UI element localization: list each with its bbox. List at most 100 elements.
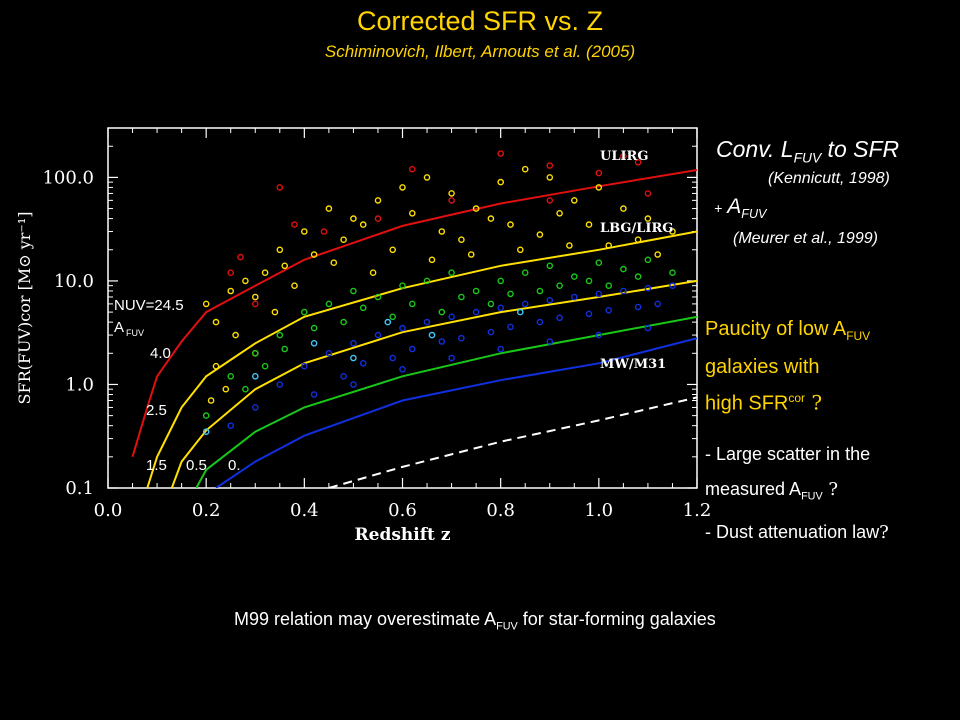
data-point-yellow xyxy=(399,184,406,191)
data-point-red xyxy=(408,165,416,173)
conv-note: Conv. LFUV to SFR xyxy=(716,136,900,166)
curve-label-1-5: 1.5 xyxy=(146,457,167,474)
data-point-blue xyxy=(276,381,284,388)
curve-label-0: 0. xyxy=(228,457,241,474)
data-point-blue xyxy=(300,362,308,370)
nuv-label: NUV=24.5 xyxy=(114,297,184,314)
data-point-blue xyxy=(644,284,652,292)
data-point-yellow xyxy=(566,242,573,249)
curve-label-4: 4.0 xyxy=(150,345,171,362)
data-point-yellow xyxy=(310,251,318,258)
meurer-ref: (Meurer et al., 1999) xyxy=(733,230,878,247)
x-axis-label: Redshift z xyxy=(355,525,451,545)
data-point-yellow xyxy=(242,277,249,285)
data-point-yellow xyxy=(536,231,544,238)
data-point-green xyxy=(389,313,397,321)
data-point-yellow xyxy=(620,205,627,212)
data-point-green xyxy=(251,349,259,357)
data-point-green xyxy=(605,282,613,290)
x-tick-label: 1.0 xyxy=(585,500,614,521)
data-point-yellow xyxy=(556,209,563,217)
data-point-red xyxy=(291,221,298,228)
data-point-yellow xyxy=(654,251,662,258)
paucity-note: Paucity of low AFUV galaxies with high S… xyxy=(705,318,871,415)
data-point-blue xyxy=(620,287,627,295)
data-point-yellow xyxy=(585,221,593,228)
data-point-blue xyxy=(448,354,455,362)
data-point-green xyxy=(497,277,505,285)
data-point-blue xyxy=(595,290,603,298)
data-point-yellow xyxy=(276,246,284,254)
footer-note: M99 relation may overestimate AFUV for s… xyxy=(234,609,716,633)
bullet-scatter: - Large scatter in the xyxy=(705,444,871,464)
data-point-blue xyxy=(605,306,613,314)
data-point-green xyxy=(261,362,269,370)
data-point-red xyxy=(227,269,234,277)
data-point-yellow xyxy=(644,215,652,222)
data-point-yellow xyxy=(389,246,397,254)
x-tick-label: 0.8 xyxy=(486,500,515,521)
data-point-green xyxy=(438,308,446,316)
data-point-green xyxy=(374,293,382,301)
data-point-yellow xyxy=(281,262,289,270)
data-point-yellow xyxy=(330,259,338,267)
data-point-red xyxy=(374,215,382,222)
data-point-blue xyxy=(556,314,563,322)
x-tick-label: 0.0 xyxy=(94,500,123,521)
data-point-yellow xyxy=(291,282,298,290)
data-point-green xyxy=(556,282,563,290)
bullet-dust: - Dust attenuation law? xyxy=(705,522,889,543)
data-point-yellow xyxy=(605,242,613,249)
data-point-yellow xyxy=(634,236,642,243)
data-point-green xyxy=(595,259,603,267)
data-point-blue xyxy=(634,303,642,311)
data-point-yellow xyxy=(222,385,230,393)
data-point-blue xyxy=(507,323,514,331)
data-point-blue xyxy=(497,345,505,353)
y-tick-label: 1.0 xyxy=(65,374,94,395)
data-point-green xyxy=(350,287,357,295)
afuv-sub-label: FUV xyxy=(126,328,144,338)
data-point-green xyxy=(507,290,514,298)
curve-4.0 xyxy=(131,169,697,458)
data-point-blue xyxy=(536,318,544,326)
y-tick-label: 0.1 xyxy=(65,478,94,499)
data-point-red xyxy=(497,150,505,157)
data-point-green xyxy=(227,372,234,380)
curve-NUV=24.5 xyxy=(328,396,697,488)
data-point-cyan xyxy=(310,339,318,347)
page-subtitle: Schiminovich, Ilbert, Arnouts et al. (20… xyxy=(324,42,636,61)
data-point-yellow xyxy=(202,300,210,308)
data-point-yellow xyxy=(227,287,234,295)
data-point-green xyxy=(423,277,431,285)
data-point-red xyxy=(237,253,244,261)
data-point-yellow xyxy=(448,190,455,197)
y-axis-label: SFR(FUV)cor [M⊙ yr⁻¹] xyxy=(15,212,34,405)
data-point-cyan xyxy=(251,372,259,380)
data-point-cyan xyxy=(428,331,436,339)
data-point-red xyxy=(276,184,284,191)
data-point-blue xyxy=(654,300,662,308)
data-point-green xyxy=(487,300,495,308)
bullet-measured: measured AFUV ? xyxy=(705,479,839,503)
data-point-blue xyxy=(472,308,480,316)
data-point-green xyxy=(399,282,406,290)
data-point-blue xyxy=(546,338,554,345)
data-point-yellow xyxy=(428,256,436,264)
data-point-blue xyxy=(227,422,234,430)
data-point-yellow xyxy=(212,362,220,370)
y-tick-label: 10.0 xyxy=(54,271,94,292)
data-point-green xyxy=(276,331,284,339)
data-point-yellow xyxy=(517,246,524,254)
data-point-blue xyxy=(571,293,578,301)
data-point-red xyxy=(546,162,554,169)
data-point-yellow xyxy=(521,165,529,173)
x-tick-label: 1.2 xyxy=(683,500,712,521)
data-point-yellow xyxy=(300,228,308,235)
data-point-yellow xyxy=(438,228,446,235)
region-label: ULIRG xyxy=(600,149,648,164)
data-point-green xyxy=(448,269,455,277)
data-point-green xyxy=(359,304,367,312)
region-label: MW/M31 xyxy=(600,357,666,372)
